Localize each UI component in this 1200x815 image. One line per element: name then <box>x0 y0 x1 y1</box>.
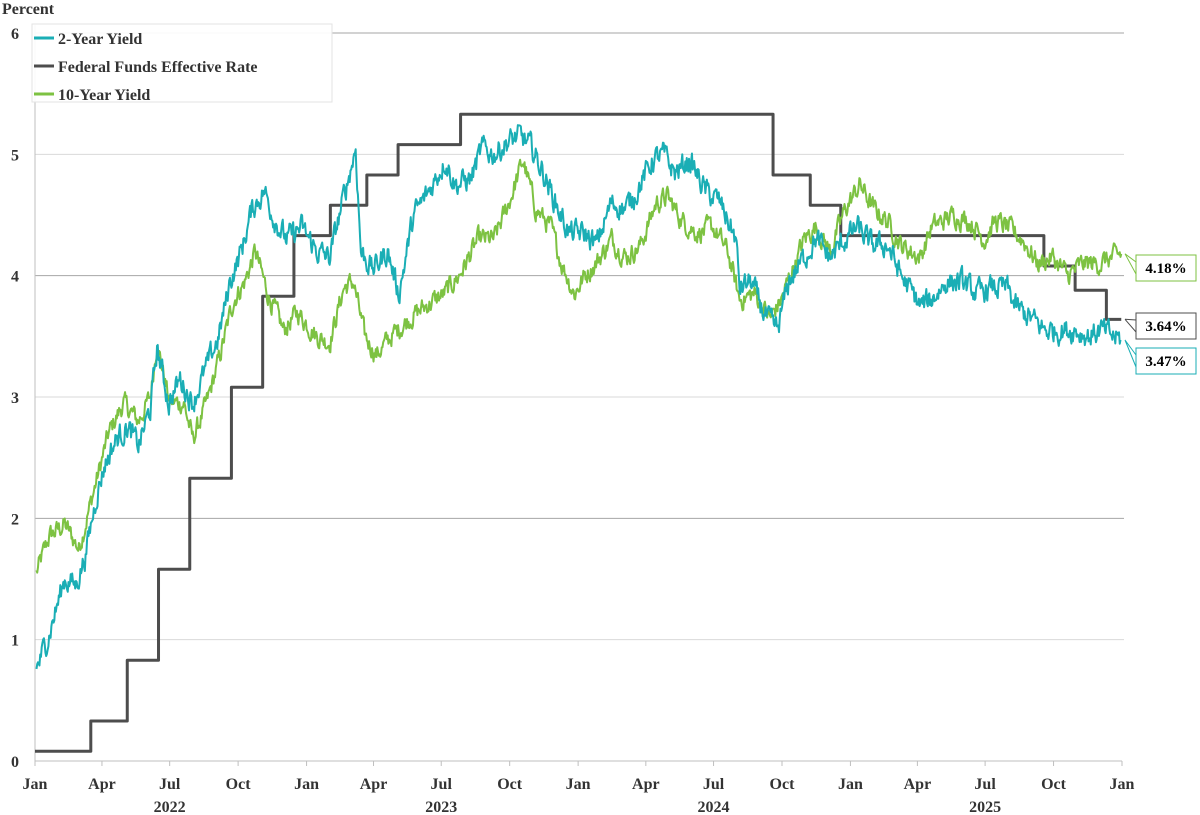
end-label-text: 4.18% <box>1145 261 1186 277</box>
x-tick-label: Apr <box>360 776 388 793</box>
y-tick-label: 6 <box>11 26 19 43</box>
y-tick-label: 0 <box>11 754 19 771</box>
end-label-pointer <box>1124 339 1137 368</box>
x-tick-label: Jan <box>838 776 863 793</box>
x-tick-label: Oct <box>497 776 523 793</box>
x-tick-label: Apr <box>88 776 116 793</box>
end-label-text: 3.47% <box>1145 354 1186 370</box>
gridlines <box>35 32 1124 641</box>
y-tick-labels: 0 1 2 3 4 5 6 <box>11 26 19 771</box>
end-label-box <box>1135 347 1197 375</box>
legend-label: Federal Funds Effective Rate <box>58 59 258 76</box>
year-labels: 2022 2023 2024 2025 <box>154 799 1001 815</box>
series-line-federal-funds-effective-rate <box>35 112 1122 753</box>
end-label-box <box>1135 312 1197 340</box>
end-value-labels: 4.18% 3.64% 3.47% <box>1124 253 1197 375</box>
x-tick-label: Oct <box>1041 776 1067 793</box>
x-tick-label: Jan <box>23 776 48 793</box>
x-tick-label: Jan <box>566 776 591 793</box>
series-line-2-year-yield <box>35 124 1122 670</box>
y-tick-label: 1 <box>11 633 19 650</box>
y-axis-label: Percent <box>2 1 55 18</box>
x-tick-label: Jan <box>1110 776 1135 793</box>
end-label-10-year-yield: 4.18% <box>1124 253 1197 282</box>
year-label: 2024 <box>698 799 730 815</box>
year-label: 2022 <box>154 799 186 815</box>
y-tick-label: 5 <box>11 147 19 164</box>
y-tick-label: 3 <box>11 390 19 407</box>
end-label-pointer <box>1124 318 1137 334</box>
year-label: 2025 <box>969 799 1001 815</box>
year-label: 2023 <box>425 799 457 815</box>
end-label-2-year-yield: 3.47% <box>1124 339 1197 375</box>
x-tick-label: Jul <box>703 776 725 793</box>
series-line-10-year-yield <box>35 158 1123 574</box>
x-tick-label: Jul <box>159 776 181 793</box>
legend: 2-Year Yield Federal Funds Effective Rate… <box>31 23 333 104</box>
legend-box <box>31 23 333 103</box>
x-tick-label: Apr <box>632 776 660 793</box>
legend-label: 10-Year Yield <box>58 87 150 104</box>
legend-label: 2-Year Yield <box>58 31 142 48</box>
axes <box>34 25 1123 766</box>
y-tick-label: 4 <box>11 269 19 286</box>
x-tick-label: Jan <box>294 776 319 793</box>
x-tick-label: Oct <box>770 776 796 793</box>
x-tick-label: Jul <box>974 776 996 793</box>
end-label-pointer <box>1124 253 1137 275</box>
series-lines <box>35 112 1123 753</box>
x-tick-label: Jul <box>431 776 453 793</box>
x-tick-labels: Jan Apr Jul Oct Jan Apr Jul Oct Jan Apr Jul Oct Jan A… <box>23 776 1135 793</box>
end-label-box <box>1135 254 1197 282</box>
end-label-text: 3.64% <box>1145 319 1186 335</box>
x-tick-label: Oct <box>226 776 252 793</box>
x-tick-label: Apr <box>904 776 932 793</box>
end-label-federal-funds-effective-rate: 3.64% <box>1124 312 1197 340</box>
y-tick-label: 2 <box>11 511 19 528</box>
